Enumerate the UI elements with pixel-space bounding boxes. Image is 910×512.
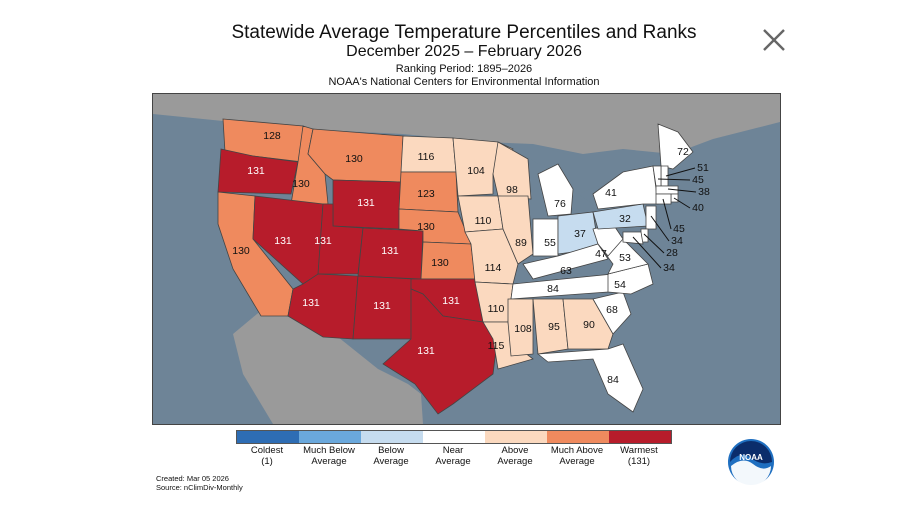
ranking-period: Ranking Period: 1895–2026 xyxy=(395,63,533,75)
state-mississippi xyxy=(507,298,534,357)
legend-swatch xyxy=(361,431,423,443)
state-rank-label: 130 xyxy=(431,257,449,269)
state-rank-label: 63 xyxy=(560,265,572,277)
legend-swatch xyxy=(485,431,547,443)
state-rank-label: 90 xyxy=(583,319,595,331)
state-rank-label: 72 xyxy=(677,146,689,158)
state-new-york xyxy=(592,165,659,210)
legend-labels: Coldest (1) Much Below Average Below Average N… xyxy=(236,445,670,467)
legend-label: Above Average xyxy=(497,445,533,467)
state-rank-label: 114 xyxy=(485,262,502,274)
leader-line xyxy=(662,198,672,230)
state-rank-label: 40 xyxy=(692,202,704,214)
state-rank-label: 38 xyxy=(698,186,710,198)
state-rank-label: 45 xyxy=(692,174,704,186)
state-new-jersey xyxy=(645,205,657,230)
state-rank-label: 55 xyxy=(544,237,556,249)
state-rank-label: 95 xyxy=(548,321,560,333)
legend-label: Below Average xyxy=(373,445,409,467)
state-rank-label: 47 xyxy=(595,248,607,260)
state-rank-label: 110 xyxy=(475,215,492,227)
state-illinois xyxy=(497,195,534,265)
state-rank-label: 131 xyxy=(373,300,391,312)
legend-swatch xyxy=(237,431,299,443)
state-rank-label: 130 xyxy=(232,245,250,257)
state-rank-label: 51 xyxy=(697,162,709,174)
legend-swatch xyxy=(609,431,671,443)
state-rank-label: 131 xyxy=(247,165,265,177)
state-rank-label: 37 xyxy=(574,228,586,240)
state-texas xyxy=(382,288,499,415)
legend-color-bar xyxy=(236,430,672,444)
leader-line xyxy=(667,188,697,193)
leader-line xyxy=(632,236,662,269)
state-rank-label: 115 xyxy=(488,340,505,352)
state-rank-label: 53 xyxy=(619,252,631,264)
state-rank-label: 123 xyxy=(417,188,435,200)
state-maine xyxy=(657,123,694,170)
state-rank-label: 110 xyxy=(488,303,505,315)
created-date: Created: Mar 05 2026 xyxy=(156,474,229,483)
mexico-land xyxy=(233,309,423,424)
state-rank-label: 32 xyxy=(619,213,631,225)
state-rank-label: 104 xyxy=(467,165,485,177)
svg-text:NOAA: NOAA xyxy=(739,453,763,462)
source-organization: NOAA's National Centers for Environmenta… xyxy=(328,76,600,88)
close-icon[interactable] xyxy=(760,26,788,54)
state-rank-label: 116 xyxy=(418,151,435,163)
state-rank-label: 84 xyxy=(607,374,619,386)
state-rank-label: 34 xyxy=(671,235,683,247)
canada-land xyxy=(153,94,780,154)
map-subtitle: December 2025 – February 2026 xyxy=(346,43,582,60)
state-rank-label: 131 xyxy=(442,295,460,307)
leader-line xyxy=(650,215,670,242)
legend-label: Much Below Average xyxy=(303,445,355,467)
state-rank-label: 84 xyxy=(547,283,559,295)
state-rank-label: 130 xyxy=(345,153,363,165)
state-rank-label: 28 xyxy=(666,247,678,259)
state-florida xyxy=(536,343,644,413)
state-michigan xyxy=(537,163,574,217)
state-rank-label: 131 xyxy=(417,345,435,357)
legend-label: Much Above Average xyxy=(550,445,604,467)
data-source: Source: nClimDiv-Monthly xyxy=(156,483,243,492)
legend-label: Coldest (1) xyxy=(250,445,284,467)
state-rank-label: 131 xyxy=(302,297,320,309)
leader-line xyxy=(657,178,691,181)
noaa-logo: NOAA xyxy=(727,438,775,486)
state-maryland xyxy=(622,231,644,245)
state-kentucky xyxy=(522,243,609,280)
state-rank-label: 130 xyxy=(292,178,310,190)
state-oregon xyxy=(217,148,299,195)
legend-swatch xyxy=(423,431,485,443)
legend-swatch xyxy=(547,431,609,443)
leader-line xyxy=(665,167,696,177)
map-title: Statewide Average Temperature Percentile… xyxy=(231,22,697,43)
state-rank-label: 131 xyxy=(274,235,292,247)
state-rank-label: 89 xyxy=(515,237,527,249)
state-rank-label: 68 xyxy=(606,304,618,316)
legend-label: Near Average xyxy=(435,445,471,467)
state-georgia xyxy=(562,298,614,350)
leader-line xyxy=(673,197,691,209)
state-rank-label: 131 xyxy=(381,245,399,257)
legend-swatch xyxy=(299,431,361,443)
state-rank-label: 41 xyxy=(605,187,617,199)
state-south-carolina xyxy=(592,291,632,335)
state-rank-label: 34 xyxy=(663,262,675,274)
leader-line xyxy=(643,233,665,254)
state-rank-label: 131 xyxy=(314,235,332,247)
us-temperature-rank-map: 128 131 130 130 131 130 131 131 131 131 131 116 123 1… xyxy=(152,93,781,425)
state-rank-label: 131 xyxy=(357,197,375,209)
state-rank-label: 45 xyxy=(673,223,685,235)
state-rank-label: 76 xyxy=(554,198,566,210)
state-rank-label: 108 xyxy=(514,323,532,335)
state-rank-label: 98 xyxy=(506,184,518,196)
legend-label: Warmest (131) xyxy=(620,445,658,467)
state-rank-label: 130 xyxy=(417,221,435,233)
state-tennessee xyxy=(510,273,614,300)
state-rank-label: 54 xyxy=(614,279,626,291)
state-rank-label: 128 xyxy=(263,130,281,142)
